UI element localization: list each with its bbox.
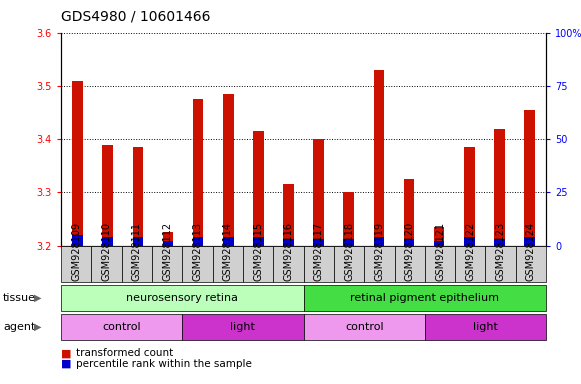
Bar bbox=[132, 237, 143, 246]
Text: GSM928112: GSM928112 bbox=[162, 222, 172, 281]
Text: ▶: ▶ bbox=[34, 293, 41, 303]
Text: GSM928123: GSM928123 bbox=[496, 222, 505, 281]
Text: GSM928111: GSM928111 bbox=[132, 222, 142, 281]
Bar bbox=[374, 237, 384, 246]
Bar bbox=[223, 94, 234, 246]
Bar bbox=[163, 232, 173, 246]
Text: tissue: tissue bbox=[3, 293, 36, 303]
Bar bbox=[132, 147, 143, 246]
Text: GSM928117: GSM928117 bbox=[314, 222, 324, 281]
Text: GDS4980 / 10601466: GDS4980 / 10601466 bbox=[61, 10, 210, 23]
Bar bbox=[494, 239, 505, 246]
Text: ▶: ▶ bbox=[34, 322, 41, 332]
Bar bbox=[102, 237, 113, 246]
Bar bbox=[524, 110, 535, 246]
Text: light: light bbox=[473, 322, 498, 332]
Text: GSM928113: GSM928113 bbox=[192, 222, 202, 281]
Bar bbox=[313, 139, 324, 246]
Text: percentile rank within the sample: percentile rank within the sample bbox=[76, 359, 252, 369]
Bar bbox=[374, 70, 384, 246]
Bar bbox=[524, 237, 535, 246]
Bar bbox=[404, 239, 414, 246]
Text: GSM928114: GSM928114 bbox=[223, 222, 233, 281]
Bar bbox=[253, 131, 264, 246]
Bar bbox=[283, 239, 294, 246]
Bar bbox=[494, 129, 505, 246]
Text: GSM928121: GSM928121 bbox=[435, 222, 445, 281]
Bar bbox=[464, 237, 475, 246]
Text: GSM928124: GSM928124 bbox=[526, 222, 536, 281]
Text: control: control bbox=[102, 322, 141, 332]
Bar bbox=[343, 192, 354, 246]
Bar bbox=[223, 237, 234, 246]
Bar bbox=[253, 237, 264, 246]
Bar bbox=[434, 242, 444, 246]
Bar bbox=[193, 237, 203, 246]
Text: GSM928115: GSM928115 bbox=[253, 222, 263, 281]
Bar bbox=[72, 235, 83, 246]
Bar bbox=[283, 184, 294, 246]
Bar bbox=[404, 179, 414, 246]
Text: control: control bbox=[345, 322, 383, 332]
Bar bbox=[102, 144, 113, 246]
Text: neurosensory retina: neurosensory retina bbox=[126, 293, 238, 303]
Bar bbox=[434, 227, 444, 246]
Bar bbox=[313, 239, 324, 246]
Text: GSM928120: GSM928120 bbox=[405, 222, 415, 281]
Text: GSM928109: GSM928109 bbox=[71, 222, 81, 281]
Text: light: light bbox=[231, 322, 256, 332]
Text: GSM928116: GSM928116 bbox=[284, 222, 293, 281]
Bar bbox=[72, 81, 83, 246]
Text: GSM928110: GSM928110 bbox=[102, 222, 112, 281]
Text: transformed count: transformed count bbox=[76, 348, 173, 358]
Text: ■: ■ bbox=[61, 359, 71, 369]
Text: agent: agent bbox=[3, 322, 35, 332]
Text: ■: ■ bbox=[61, 348, 71, 358]
Text: retinal pigment epithelium: retinal pigment epithelium bbox=[350, 293, 499, 303]
Bar bbox=[343, 239, 354, 246]
Text: GSM928119: GSM928119 bbox=[374, 222, 385, 281]
Text: GSM928118: GSM928118 bbox=[344, 222, 354, 281]
Bar bbox=[193, 99, 203, 246]
Bar bbox=[464, 147, 475, 246]
Bar bbox=[163, 242, 173, 246]
Text: GSM928122: GSM928122 bbox=[465, 222, 475, 281]
